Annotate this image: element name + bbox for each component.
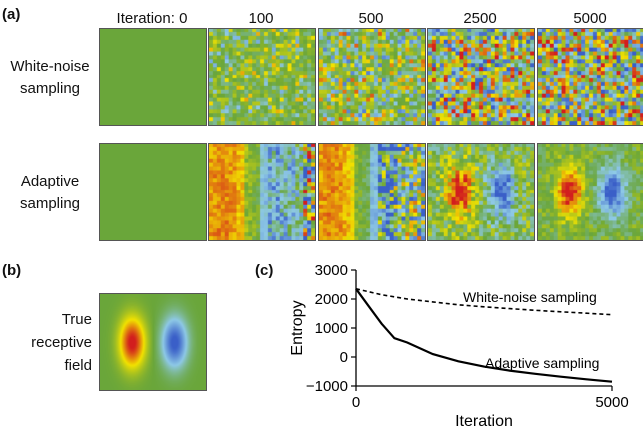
- ad-tile-100: [208, 143, 316, 241]
- white-noise-entropy-line: [355, 288, 613, 316]
- panel-c-label: (c): [255, 262, 274, 279]
- y-tick-label: 1000: [315, 320, 348, 337]
- y-tick-label: 0: [340, 349, 348, 366]
- ad-tile-2500: [427, 143, 535, 241]
- chart-lines: [355, 288, 613, 383]
- y-tick-label: 2000: [315, 291, 348, 308]
- true-rf-label-line3: field: [64, 357, 92, 374]
- chart-labels: White-noise sampling Adaptive sampling Ite…: [290, 289, 599, 430]
- true-receptive-field-image: [99, 293, 207, 391]
- iteration-label-5000: 5000: [573, 10, 607, 27]
- true-rf-label-line2: receptive: [31, 334, 92, 351]
- y-tick-label: 3000: [315, 262, 348, 279]
- iteration-label-500: 500: [358, 10, 384, 27]
- white-noise-series-label: White-noise sampling: [463, 289, 597, 305]
- true-rf-label: True receptive field: [14, 308, 92, 377]
- x-tick-label: 5000: [595, 394, 628, 411]
- row-label-adaptive-line2: sampling: [19, 195, 81, 212]
- wn-tile-5000: [537, 28, 643, 126]
- iteration-label-100: 100: [248, 10, 274, 27]
- row-label-white-noise-line2: sampling: [19, 80, 81, 97]
- wn-tile-100: [208, 28, 316, 126]
- wn-tile-0: [99, 28, 207, 126]
- iteration-label-0: Iteration: 0: [116, 10, 188, 27]
- wn-tile-500: [318, 28, 426, 126]
- y-axis-label: Entropy: [290, 300, 306, 355]
- iteration-label-2500: 2500: [463, 10, 497, 27]
- row-label-adaptive-line1: Adaptive: [20, 173, 80, 190]
- x-axis-label: Iteration: [455, 413, 513, 430]
- row-label-adaptive: Adaptive sampling: [0, 171, 100, 215]
- x-tick-label: 0: [352, 394, 360, 411]
- row-label-white-noise: White-noise sampling: [0, 56, 100, 100]
- panel-b-label: (b): [2, 262, 22, 279]
- adaptive-series-label: Adaptive sampling: [485, 355, 599, 371]
- true-rf-label-line1: True: [61, 311, 92, 328]
- row-label-white-noise-line1: White-noise: [10, 58, 90, 75]
- panel-a-label: (a): [2, 6, 21, 23]
- wn-tile-2500: [427, 28, 535, 126]
- ad-tile-500: [318, 143, 426, 241]
- ad-tile-0: [99, 143, 207, 241]
- y-tick-label: −1000: [306, 378, 348, 395]
- adaptive-entropy-line: [355, 288, 613, 383]
- ad-tile-5000: [537, 143, 643, 241]
